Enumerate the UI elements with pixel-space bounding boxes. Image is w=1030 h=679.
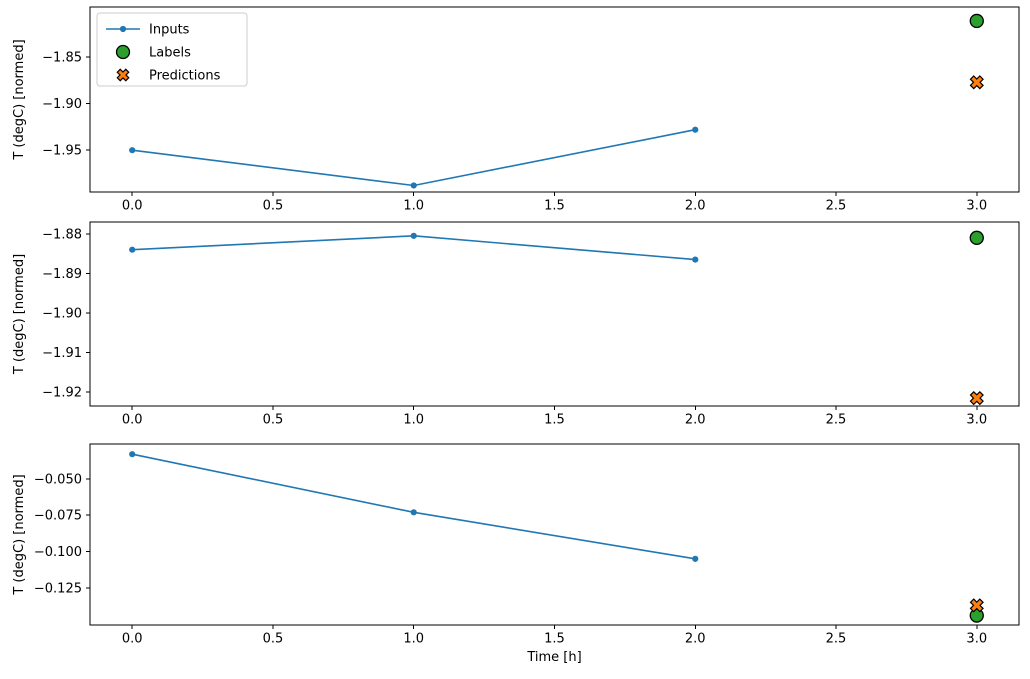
inputs-point-marker [410, 182, 417, 189]
x-tick-label: 1.0 [403, 632, 424, 647]
predictions-marker [969, 75, 984, 90]
x-tick-label: 2.0 [685, 632, 706, 647]
plot-area [89, 221, 1020, 407]
x-tick-label: 1.0 [403, 199, 424, 214]
labels-marker [969, 230, 984, 245]
x-tick-label: 3.0 [966, 632, 987, 647]
y-tick-label: −1.91 [42, 346, 82, 361]
subplot-3: −0.050 −0.075 −0.100 −0.125 T (degC) [normed… [12, 443, 1020, 665]
inputs-point-marker [410, 509, 417, 516]
x-tick-label: 2.0 [685, 413, 706, 428]
y-axis-label: T (degC) [normed] [12, 474, 27, 595]
x-tick-label: 0.0 [122, 632, 143, 647]
x-axis: 0.0 0.5 1.0 1.5 2.0 2.5 3.0 [122, 406, 987, 428]
y-tick-label: −1.88 [42, 227, 82, 242]
legend-labels-circle-icon [115, 44, 131, 60]
x-tick-label: 1.0 [403, 413, 424, 428]
y-tick-label: −1.85 [42, 51, 82, 66]
legend: Inputs Labels Predictions [96, 12, 248, 87]
x-tick-label: 3.0 [966, 199, 987, 214]
x-axis: 0.0 0.5 1.0 1.5 2.0 2.5 3.0 [122, 192, 987, 214]
x-tick-label: 0.5 [263, 199, 284, 214]
x-tick-label: 1.5 [544, 199, 565, 214]
predictions-marker [969, 390, 984, 406]
inputs-point-marker [129, 451, 136, 458]
inputs-point-marker [692, 126, 699, 133]
legend-item-label: Inputs [149, 23, 190, 38]
inputs-point-marker [410, 232, 417, 239]
x-tick-label: 2.0 [685, 199, 706, 214]
y-axis-label: T (degC) [normed] [12, 39, 27, 160]
y-axis: −1.85 −1.90 −1.95 T (degC) [normed] [12, 39, 90, 161]
inputs-point-marker [129, 246, 136, 253]
x-tick-label: 0.0 [122, 413, 143, 428]
y-tick-label: −1.89 [42, 267, 82, 282]
x-tick-label: 2.5 [826, 632, 847, 647]
y-axis: −1.88 −1.89 −1.90 −1.91 −1.92 T (degC) [norme… [12, 227, 90, 401]
y-axis: −0.050 −0.075 −0.100 −0.125 T (degC) [normed… [12, 472, 90, 596]
x-tick-label: 1.5 [544, 632, 565, 647]
series-inputs [129, 126, 699, 189]
plot-area [89, 443, 1020, 626]
labels-marker [969, 13, 984, 29]
x-axis-label: Time [h] [526, 650, 581, 665]
y-tick-label: −1.95 [42, 144, 82, 159]
x-tick-label: 2.5 [826, 413, 847, 428]
x-tick-label: 0.0 [122, 199, 143, 214]
x-axis: 0.0 0.5 1.0 1.5 2.0 2.5 3.0 Time [h] [122, 625, 987, 665]
x-tick-label: 3.0 [966, 413, 987, 428]
legend-box [96, 12, 248, 87]
y-tick-label: −0.050 [34, 472, 82, 487]
y-tick-label: −0.125 [34, 581, 82, 596]
y-tick-label: −1.90 [42, 307, 82, 322]
y-tick-label: −1.90 [42, 97, 82, 112]
x-tick-label: 0.5 [263, 413, 284, 428]
inputs-point-marker [129, 147, 136, 154]
inputs-point-marker [692, 256, 699, 263]
y-tick-label: −0.075 [34, 509, 82, 524]
series-inputs [129, 451, 699, 562]
x-tick-label: 2.5 [826, 199, 847, 214]
x-tick-label: 1.5 [544, 413, 565, 428]
y-axis-label: T (degC) [normed] [12, 254, 27, 375]
inputs-point-marker [692, 555, 699, 562]
y-tick-label: −1.92 [42, 386, 82, 401]
legend-item-label: Labels [149, 46, 191, 61]
legend-predictions-x-icon [116, 68, 130, 82]
subplot-2: −1.88 −1.89 −1.90 −1.91 −1.92 T (degC) [norme… [12, 221, 1020, 428]
x-tick-label: 0.5 [263, 632, 284, 647]
legend-inputs-dot-icon [119, 25, 127, 33]
y-tick-label: −0.100 [34, 545, 82, 560]
legend-item-label: Predictions [149, 69, 221, 84]
series-inputs [129, 232, 699, 263]
subplot-1: −1.85 −1.90 −1.95 T (degC) [normed] 0.0 0.5 1.… [12, 6, 1020, 214]
predictions-marker [969, 598, 984, 613]
